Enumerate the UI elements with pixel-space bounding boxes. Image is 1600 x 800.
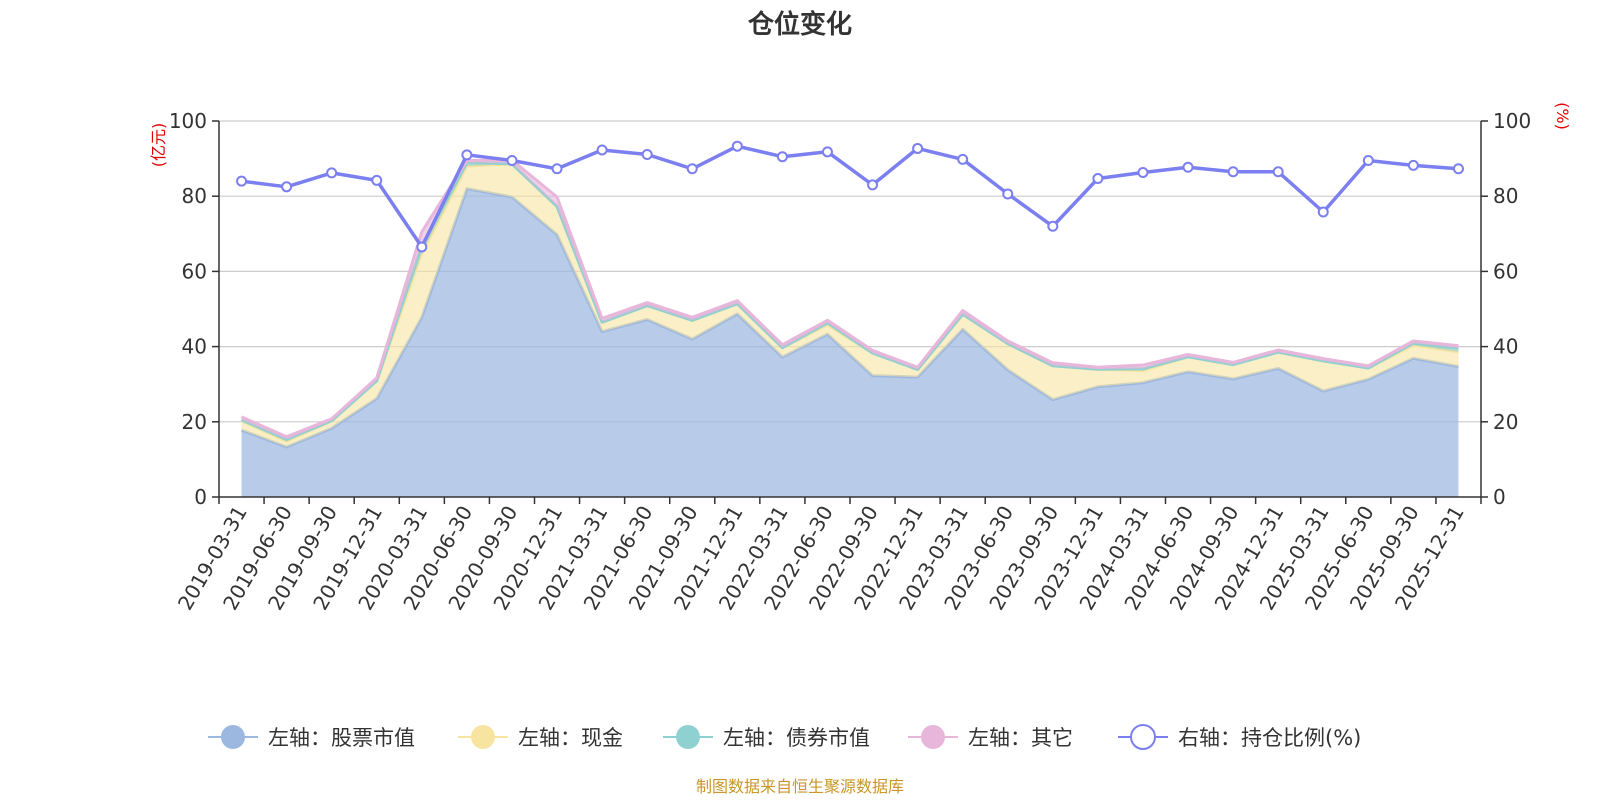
legend-label: 右轴：持仓比例(%) <box>1178 726 1361 750</box>
legend-item-5[interactable]: 右轴：持仓比例(%) <box>1118 724 1361 750</box>
left-tick-label: 40 <box>182 335 207 359</box>
ratio-point <box>1407 159 1419 171</box>
ratio-point <box>1452 163 1464 175</box>
ratio-point <box>416 241 428 253</box>
ratio-line <box>241 144 1459 249</box>
left-tick-label: 0 <box>194 485 207 509</box>
area-band-2 <box>241 163 1459 447</box>
right-tick-label: 100 <box>1493 109 1531 133</box>
ratio-point <box>957 153 969 165</box>
ratio-line-group <box>236 140 1464 253</box>
ratio-point <box>686 163 698 175</box>
ratio-point <box>776 151 788 163</box>
legend-label: 左轴：现金 <box>518 726 623 750</box>
legend-item-2[interactable]: 左轴：现金 <box>458 725 623 750</box>
left-tick-label: 60 <box>182 259 207 283</box>
ratio-point <box>641 148 653 160</box>
ratio-point <box>821 146 833 158</box>
ratio-point <box>596 144 608 156</box>
legend-filled-circle-icon <box>221 725 245 749</box>
legend-item-3[interactable]: 左轴：债券市值 <box>663 725 870 750</box>
legend-label: 左轴：股票市值 <box>268 726 415 750</box>
legend-label: 左轴：其它 <box>968 726 1073 750</box>
area-band-1 <box>241 188 1459 497</box>
ratio-point <box>371 174 383 186</box>
left-tick-label: 80 <box>182 184 207 208</box>
right-tick-label: 80 <box>1493 184 1518 208</box>
ratio-point <box>1227 166 1239 178</box>
legend-label: 左轴：债券市值 <box>723 726 870 750</box>
ratio-point <box>1002 188 1014 200</box>
ratio-point <box>1317 206 1329 218</box>
ratio-point <box>236 175 248 187</box>
area-series-group <box>240 158 1459 497</box>
ratio-point <box>1047 220 1059 232</box>
right-tick-label: 40 <box>1493 335 1518 359</box>
legend-item-1[interactable]: 左轴：股票市值 <box>208 725 415 750</box>
left-tick-label: 100 <box>169 109 207 133</box>
ratio-point <box>1182 161 1194 173</box>
chart-title: 仓位变化 <box>747 9 852 40</box>
ratio-point <box>731 140 743 152</box>
ratio-point <box>506 154 518 166</box>
ratio-point <box>326 167 338 179</box>
ratio-point <box>461 149 473 161</box>
right-tick-label: 20 <box>1493 410 1518 434</box>
ratio-point <box>1137 167 1149 179</box>
left-axis-unit: (亿元) <box>149 123 168 168</box>
legend-item-4[interactable]: 左轴：其它 <box>908 725 1073 750</box>
ratio-point <box>1272 166 1284 178</box>
legend-filled-circle-icon <box>676 725 700 749</box>
right-axis-unit: (%) <box>1553 102 1572 130</box>
legend-hollow-circle-icon <box>1130 724 1156 750</box>
legend: 左轴：股票市值 左轴：现金 左轴：债券市值 左轴：其它 右轴：持仓比例(%) <box>208 724 1361 750</box>
ratio-point <box>912 142 924 154</box>
ratio-point <box>1092 173 1104 185</box>
ratio-point <box>1362 154 1374 166</box>
legend-filled-circle-icon <box>921 725 945 749</box>
ratio-point <box>281 181 293 193</box>
left-tick-label: 20 <box>182 410 207 434</box>
data-source-note: 制图数据来自恒生聚源数据库 <box>696 777 904 796</box>
legend-filled-circle-icon <box>471 725 495 749</box>
area-edge-4 <box>240 158 1459 439</box>
ratio-point <box>551 163 563 175</box>
ratio-point <box>867 179 879 191</box>
right-tick-label: 0 <box>1493 485 1506 509</box>
right-tick-label: 60 <box>1493 259 1518 283</box>
